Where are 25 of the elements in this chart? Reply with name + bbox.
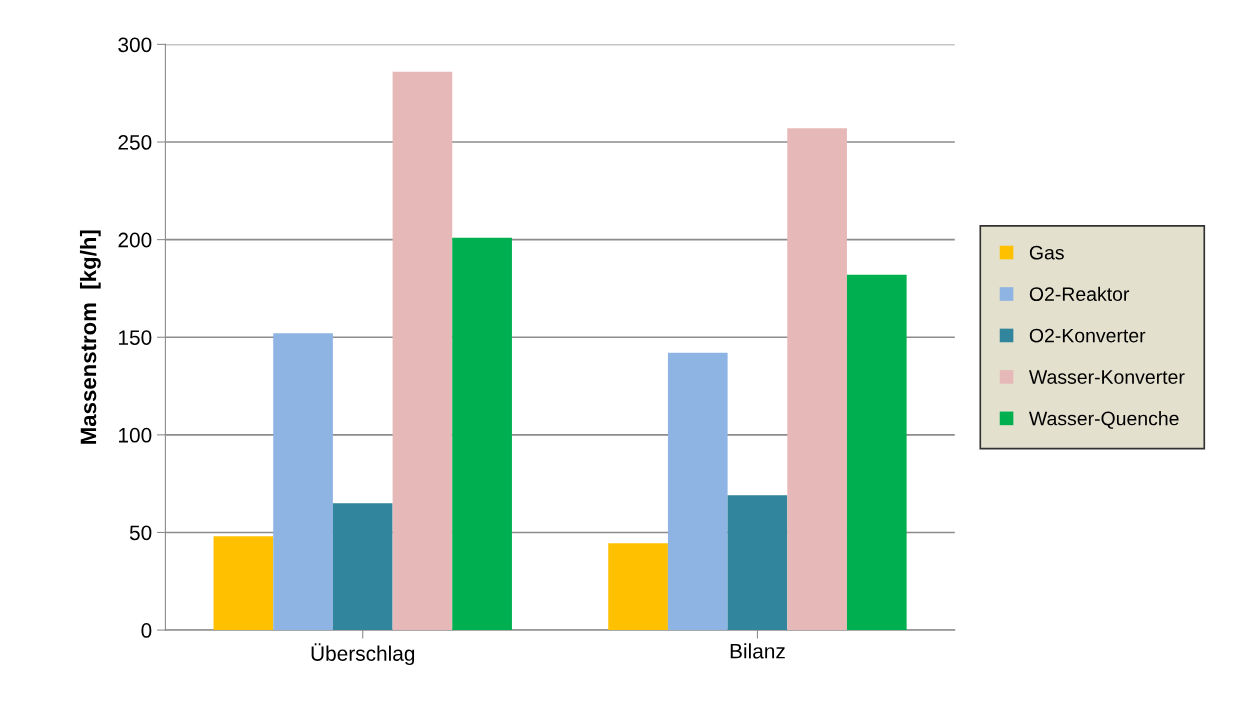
legend-label: O2-Konverter bbox=[1029, 328, 1146, 343]
bar bbox=[667, 352, 728, 631]
x-tick-label: Bilanz bbox=[730, 643, 785, 659]
legend-label: Gas bbox=[1029, 245, 1064, 260]
y-tick-label: 0 bbox=[141, 623, 152, 638]
y-tick-label: 250 bbox=[118, 135, 152, 150]
bar bbox=[846, 274, 907, 631]
legend-label: Wasser-Konverter bbox=[1028, 370, 1185, 384]
bar bbox=[273, 333, 333, 631]
bar bbox=[787, 128, 847, 631]
bar bbox=[213, 536, 274, 631]
bar bbox=[332, 503, 393, 631]
x-tick-label: Überschlag bbox=[311, 643, 415, 666]
y-tick-label: 300 bbox=[118, 37, 152, 53]
bar bbox=[608, 543, 668, 631]
legend-label: Wasser-Quenche bbox=[1028, 411, 1179, 429]
bar bbox=[727, 495, 788, 631]
y-tick-label: 100 bbox=[119, 427, 152, 443]
bar bbox=[452, 237, 512, 631]
y-tick-label: 50 bbox=[129, 525, 152, 541]
y-tick-label: 200 bbox=[118, 232, 152, 248]
legend-label: O2-Reaktor bbox=[1029, 286, 1130, 301]
y-axis-title: Massenstrom [kg/h] bbox=[79, 230, 101, 444]
y-tick-label: 150 bbox=[119, 330, 152, 345]
bar bbox=[392, 71, 453, 631]
